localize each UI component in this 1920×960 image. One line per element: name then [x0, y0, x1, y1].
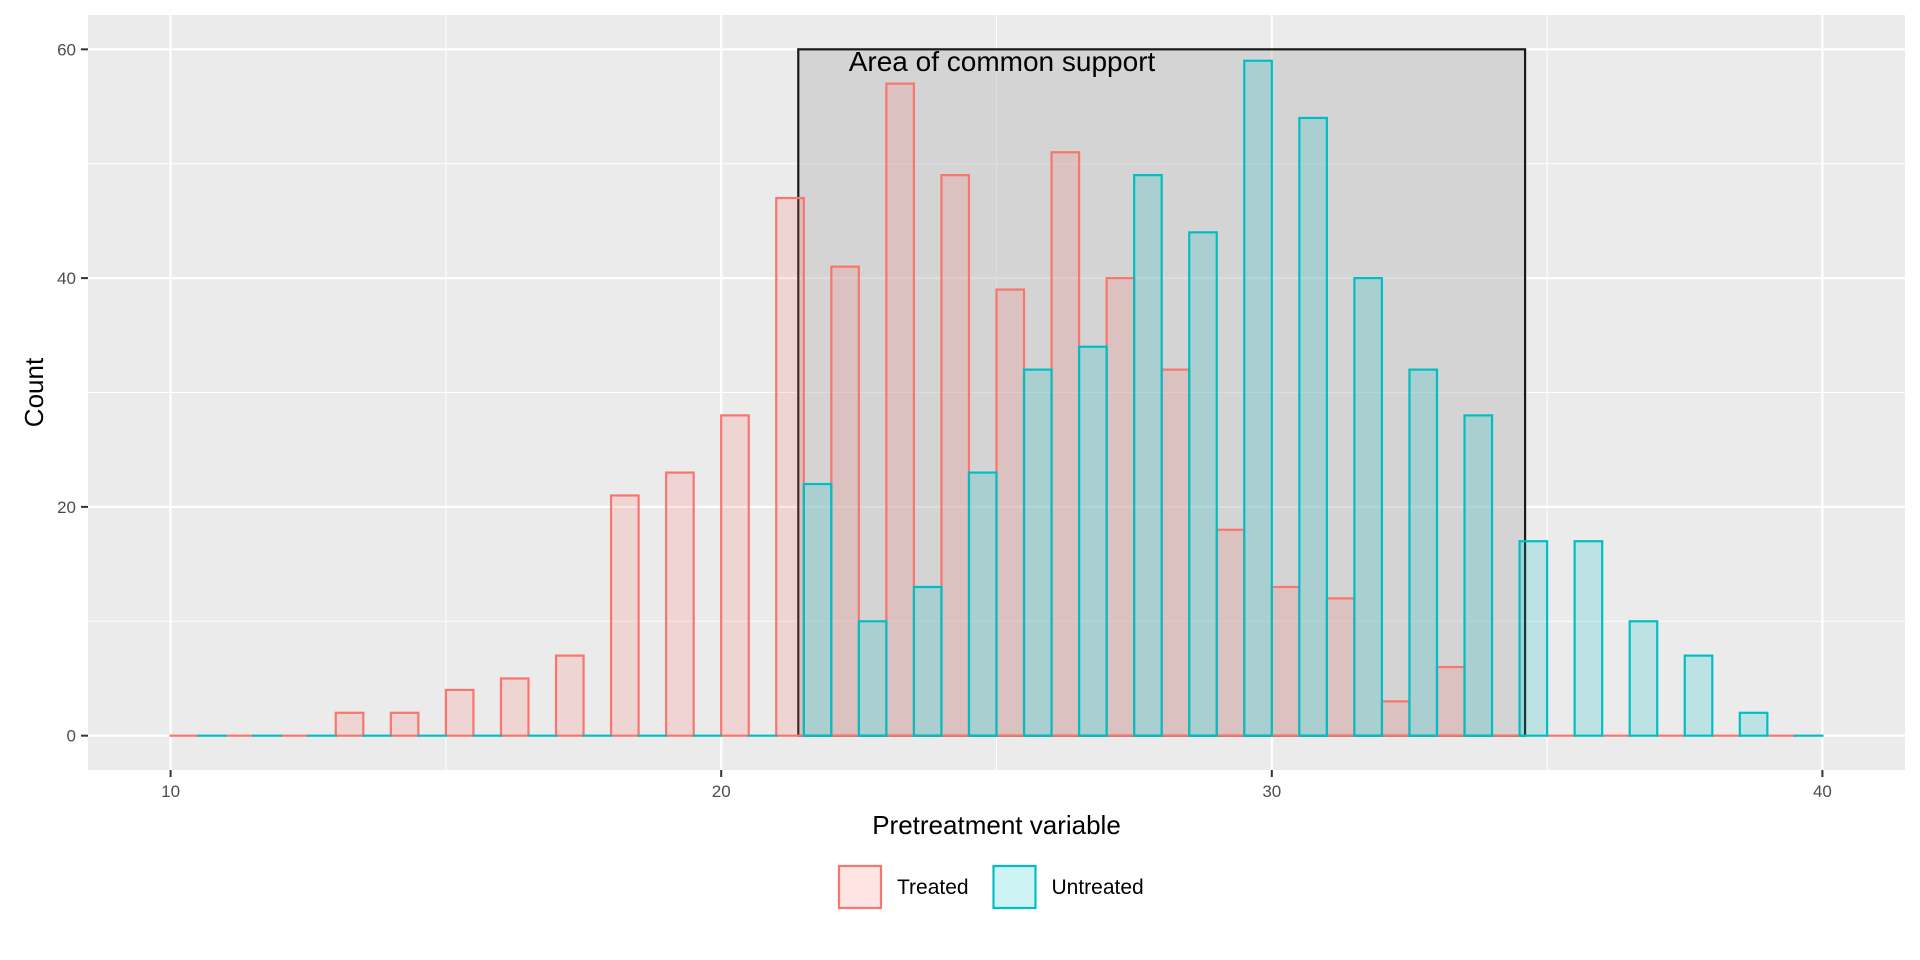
bar-treated: [389, 711, 420, 737]
y-tick-label: 40: [57, 269, 76, 288]
common-support-label: Area of common support: [849, 46, 1156, 77]
bar-treated: [1215, 528, 1246, 737]
bar-treated: [830, 265, 860, 737]
y-tick-label: 20: [57, 498, 76, 517]
bar-untreated: [1298, 116, 1328, 737]
bar-treated: [1160, 368, 1191, 737]
bar-untreated: [1408, 368, 1439, 737]
bar-treated: [1380, 700, 1411, 737]
bar-treated: [609, 494, 640, 737]
bar-treated: [1050, 151, 1081, 737]
untreated-bars: [197, 59, 1824, 737]
x-tick-label: 10: [161, 782, 180, 801]
bar-untreated: [1628, 620, 1659, 737]
y-axis: 0 20 40 60: [57, 40, 88, 746]
legend-label-untreated: Untreated: [1052, 876, 1144, 899]
bar-treated: [1325, 597, 1356, 737]
bar-untreated: [1683, 654, 1714, 737]
legend: Treated Untreated: [837, 864, 1144, 910]
bar-untreated: [857, 620, 888, 737]
bar-treated: [665, 471, 695, 737]
bar-treated: [1270, 585, 1301, 737]
y-axis-title: Count: [19, 357, 49, 427]
x-tick-label: 20: [712, 782, 731, 801]
bar-untreated: [1353, 277, 1384, 737]
bar-treated: [334, 711, 365, 737]
x-axis: 10 20 30 40: [161, 770, 1832, 801]
bar-treated: [885, 82, 916, 737]
bar-untreated: [1022, 368, 1053, 737]
y-tick-label: 60: [57, 40, 76, 59]
bar-treated: [1105, 277, 1136, 737]
bar-treated: [720, 414, 750, 737]
legend-key-treated: [837, 864, 883, 910]
bar-treated: [995, 288, 1026, 737]
bar-treated: [444, 688, 475, 737]
x-tick-label: 40: [1813, 782, 1832, 801]
y-tick-label: 0: [67, 727, 76, 746]
bar-untreated: [967, 471, 998, 737]
bar-treated: [940, 174, 971, 737]
bar-untreated: [1077, 345, 1108, 737]
legend-key-untreated: [992, 864, 1037, 910]
bar-untreated: [1243, 59, 1273, 737]
bar-untreated: [1518, 540, 1549, 737]
bar-untreated: [1188, 231, 1218, 737]
bar-treated: [775, 196, 805, 737]
bar-treated: [554, 654, 585, 737]
bar-treated: [1435, 665, 1466, 737]
legend-label-treated: Treated: [897, 876, 969, 899]
bar-untreated: [1133, 174, 1163, 737]
bar-untreated: [1738, 711, 1769, 737]
x-tick-label: 30: [1262, 782, 1281, 801]
x-axis-title: Pretreatment variable: [872, 810, 1121, 840]
bar-untreated: [1463, 414, 1494, 737]
bar-untreated: [802, 482, 833, 737]
bar-treated: [499, 677, 530, 737]
bar-untreated: [912, 585, 943, 737]
bar-untreated: [1573, 540, 1604, 737]
